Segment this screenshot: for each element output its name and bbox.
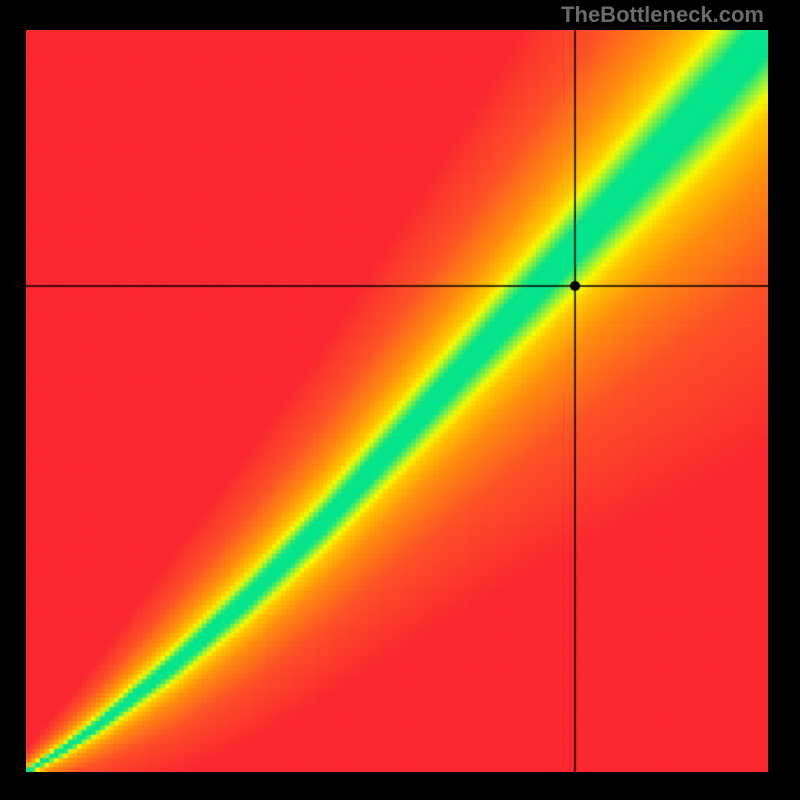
watermark-text: TheBottleneck.com [561,2,764,28]
bottleneck-heatmap [26,30,768,772]
chart-container: TheBottleneck.com [0,0,800,800]
